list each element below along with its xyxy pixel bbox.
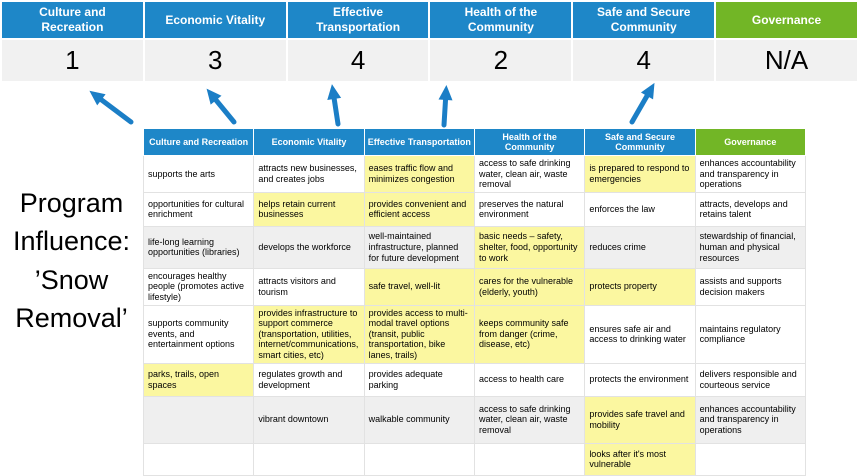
matrix-cell: [253, 442, 365, 476]
summary-header-row: Culture and Recreation Economic Vitality E…: [2, 2, 857, 38]
matrix-cell: [142, 442, 255, 476]
arrow-up-icon-5: [629, 82, 655, 125]
matrix-cell: access to safe drinking water, clean air…: [473, 395, 586, 444]
summary-header-governance: Governance: [716, 2, 857, 38]
arrow-up-icon-4: [438, 85, 453, 128]
matrix-cell: attracts, develops and retains talent: [694, 191, 807, 227]
matrix-cell: enhances accountability and transparency…: [694, 395, 807, 444]
matrix-cell: provides infrastructure to support comme…: [253, 304, 365, 364]
matrix-cell: encourages healthy people (promotes acti…: [142, 267, 255, 306]
summary-score-health-of-the-community: 2: [430, 40, 572, 81]
matrix-cell: life-long learning opportunities (librar…: [142, 225, 255, 269]
summary-score-row: 1 3 4 2 4 N/A: [2, 40, 857, 81]
matrix-cell: is prepared to respond to emergencies: [584, 155, 696, 193]
matrix-cell: basic needs – safety, shelter, food, opp…: [473, 225, 586, 269]
matrix-cell: regulates growth and development: [253, 362, 365, 397]
matrix-cell: opportunities for cultural enrichment: [142, 191, 255, 227]
matrix-row-3: life-long learning opportunities (librar…: [142, 225, 807, 269]
summary-header-safe-and-secure-community: Safe and Secure Community: [573, 2, 715, 38]
matrix-cell: protects the environment: [584, 362, 696, 397]
matrix-header-row: Culture and Recreation Economic Vitality E…: [142, 128, 807, 156]
summary-header-economic-vitality: Economic Vitality: [144, 2, 286, 38]
matrix-cell: enforces the law: [584, 191, 696, 227]
matrix-row-5: supports community events, and entertain…: [142, 304, 807, 364]
summary-score-effective-transportation: 4: [287, 40, 429, 81]
matrix-header-effective-transportation: Effective Transportation: [363, 128, 475, 156]
matrix-header-culture-and-recreation: Culture and Recreation: [142, 128, 255, 156]
matrix-header-economic-vitality: Economic Vitality: [253, 128, 365, 156]
matrix-header-governance: Governance: [694, 128, 807, 156]
summary-header-effective-transportation: Effective Transportation: [287, 2, 429, 38]
matrix-cell: walkable community: [363, 395, 475, 444]
matrix-cell: delivers responsible and courteous servi…: [694, 362, 807, 397]
summary-header-culture-and-recreation: Culture and Recreation: [2, 2, 143, 38]
matrix-cell: enhances accountability and transparency…: [694, 155, 807, 193]
matrix-cell: [473, 442, 586, 476]
matrix-cell: [142, 395, 255, 444]
matrix-cell: looks after it's most vulnerable: [584, 442, 696, 476]
matrix-cell: [694, 442, 807, 476]
matrix-row-1: supports the arts attracts new businesses…: [142, 155, 807, 193]
matrix-cell: protects property: [584, 267, 696, 306]
program-influence-label: Program Influence: ’Snow Removal’: [12, 188, 131, 333]
matrix-cell: access to health care: [473, 362, 586, 397]
matrix-cell: cares for the vulnerable (elderly, youth…: [473, 267, 586, 306]
matrix-row-2: opportunities for cultural enrichment hel…: [142, 191, 807, 227]
matrix-cell: access to safe drinking water, clean air…: [473, 155, 586, 193]
matrix-cell: [363, 442, 475, 476]
summary-header-health-of-the-community: Health of the Community: [430, 2, 572, 38]
matrix-cell: well-maintained infrastructure, planned …: [363, 225, 475, 269]
influence-matrix: Culture and Recreation Economic Vitality E…: [142, 128, 807, 476]
matrix-cell: supports the arts: [142, 155, 255, 193]
summary-score-economic-vitality: 3: [144, 40, 286, 81]
arrows-layer: [89, 82, 655, 128]
matrix-cell: vibrant downtown: [253, 395, 365, 444]
matrix-header-health-of-the-community: Health of the Community: [473, 128, 586, 156]
summary-score-safe-and-secure-community: 4: [573, 40, 715, 81]
matrix-cell: preserves the natural environment: [473, 191, 586, 227]
matrix-cell: reduces crime: [584, 225, 696, 269]
influence-matrix-table: Culture and Recreation Economic Vitality E…: [142, 128, 807, 476]
arrow-up-icon-1: [89, 90, 134, 125]
matrix-cell: stewardship of financial, human and phys…: [694, 225, 807, 269]
summary-score-governance: N/A: [716, 40, 857, 81]
matrix-cell: develops the workforce: [253, 225, 365, 269]
matrix-row-7: vibrant downtown walkable community access…: [142, 395, 807, 444]
matrix-cell: attracts visitors and tourism: [253, 267, 365, 306]
matrix-cell: eases traffic flow and minimizes congest…: [363, 155, 475, 193]
matrix-cell: maintains regulatory compliance: [694, 304, 807, 364]
matrix-row-4: encourages healthy people (promotes acti…: [142, 267, 807, 306]
matrix-cell: provides access to multi-modal travel op…: [363, 304, 475, 364]
matrix-cell: assists and supports decision makers: [694, 267, 807, 306]
matrix-body: supports the arts attracts new businesses…: [142, 155, 807, 476]
matrix-header-safe-and-secure-community: Safe and Secure Community: [584, 128, 696, 156]
matrix-row-6: parks, trails, open spaces regulates grow…: [142, 362, 807, 397]
matrix-cell: helps retain current businesses: [253, 191, 365, 227]
matrix-cell: keeps community safe from danger (crime,…: [473, 304, 586, 364]
matrix-cell: provides adequate parking: [363, 362, 475, 397]
summary-score-culture-and-recreation: 1: [2, 40, 143, 81]
matrix-cell: ensures safe air and access to drinking …: [584, 304, 696, 364]
matrix-cell: attracts new businesses, and creates job…: [253, 155, 365, 193]
matrix-cell: provides convenient and efficient access: [363, 191, 475, 227]
matrix-cell: safe travel, well-lit: [363, 267, 475, 306]
summary-strip: Culture and Recreation Economic Vitality E…: [2, 2, 857, 81]
arrow-up-icon-2: [206, 88, 237, 125]
matrix-cell: provides safe travel and mobility: [584, 395, 696, 444]
matrix-row-8: looks after it's most vulnerable: [142, 442, 807, 476]
arrow-up-icon-3: [327, 84, 342, 127]
matrix-cell: supports community events, and entertain…: [142, 304, 255, 364]
matrix-cell: parks, trails, open spaces: [142, 362, 255, 397]
